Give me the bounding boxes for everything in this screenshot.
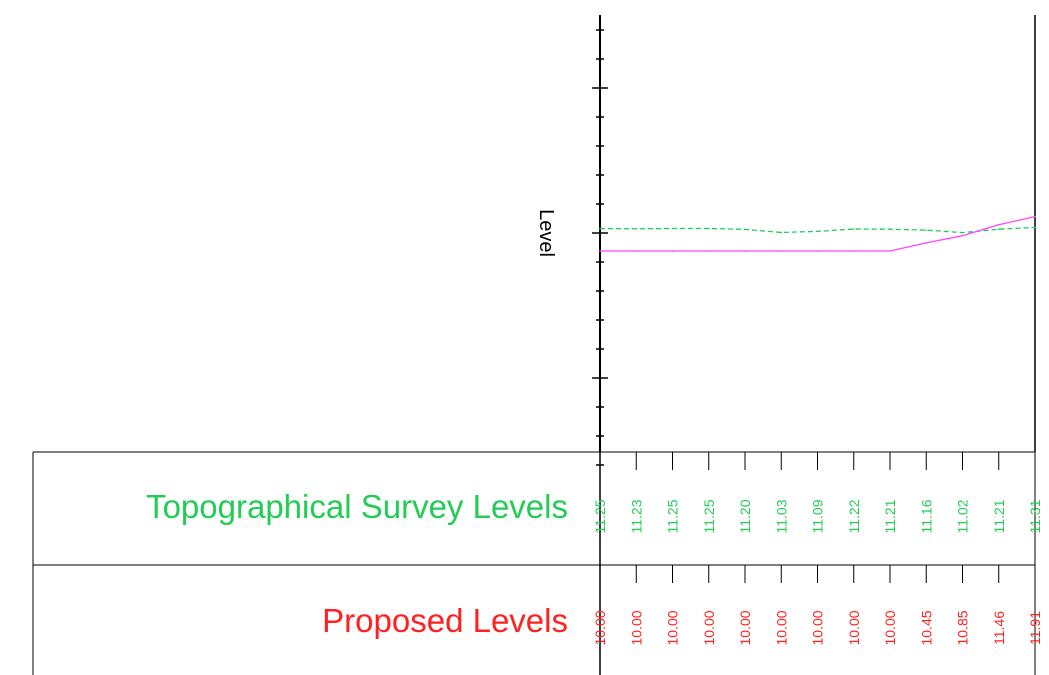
band-value-survey: 11.09 [810, 499, 826, 533]
data-point-proposed [925, 242, 928, 244]
data-point-proposed [707, 250, 710, 252]
band-value-survey: 11.03 [773, 499, 789, 533]
band-value-proposed: 10.00 [882, 610, 898, 645]
band-value-survey: 11.21 [882, 499, 898, 533]
band-value-survey: 11.16 [918, 499, 934, 533]
band-value-proposed: 10.00 [665, 610, 681, 645]
band-value-proposed: 11.46 [991, 611, 1007, 645]
band-value-survey: 11.31 [1027, 499, 1043, 533]
band-value-proposed: 10.85 [955, 610, 971, 645]
y-axis-label: Level [535, 209, 557, 257]
data-point-survey [889, 228, 891, 231]
data-point-proposed [889, 250, 891, 252]
data-point-survey [925, 229, 928, 231]
data-point-proposed [599, 250, 601, 252]
data-point-proposed [635, 250, 638, 252]
band-value-survey: 11.25 [701, 499, 717, 533]
data-point-proposed [852, 250, 855, 252]
data-point-proposed [961, 234, 964, 237]
band-value-proposed: 10.00 [737, 610, 753, 645]
data-point-proposed [816, 250, 819, 252]
data-point-survey [816, 230, 819, 233]
band-value-survey: 11.22 [846, 499, 862, 533]
series-line-proposed [600, 215, 1036, 252]
band-value-proposed: 10.45 [918, 610, 934, 645]
band-value-proposed: 10.00 [810, 610, 826, 645]
band-value-proposed: 10.00 [592, 610, 608, 645]
data-point-proposed [780, 250, 783, 252]
data-point-survey [961, 231, 964, 234]
data-point-survey [635, 228, 638, 230]
band-value-proposed: 10.00 [773, 610, 789, 645]
data-point-survey [707, 227, 710, 230]
band-title-proposed: Proposed Levels [322, 602, 568, 639]
data-point-survey [599, 227, 601, 230]
band-value-proposed: 10.00 [846, 610, 862, 645]
data-point-proposed [997, 223, 1000, 226]
band-value-survey: 11.25 [592, 499, 608, 533]
band-value-survey: 11.02 [955, 499, 971, 533]
band-value-survey: 11.21 [991, 499, 1007, 533]
data-point-survey [1034, 226, 1036, 229]
data-point-survey [852, 228, 855, 230]
data-point-proposed [671, 250, 674, 252]
band-value-proposed: 10.00 [701, 610, 717, 645]
data-point-proposed [1034, 215, 1036, 218]
data-point-survey [997, 228, 1000, 231]
band-value-survey: 11.23 [628, 499, 644, 533]
band-value-proposed: 11.91 [1027, 611, 1043, 645]
band-value-survey: 11.20 [737, 499, 753, 533]
band-value-survey: 11.25 [665, 499, 681, 533]
band-title-survey: Topographical Survey Levels [146, 488, 568, 525]
data-point-survey [671, 227, 674, 230]
data-point-survey [744, 228, 746, 231]
band-value-proposed: 10.00 [628, 610, 644, 645]
data-point-survey [780, 231, 783, 234]
data-point-proposed [744, 250, 746, 252]
